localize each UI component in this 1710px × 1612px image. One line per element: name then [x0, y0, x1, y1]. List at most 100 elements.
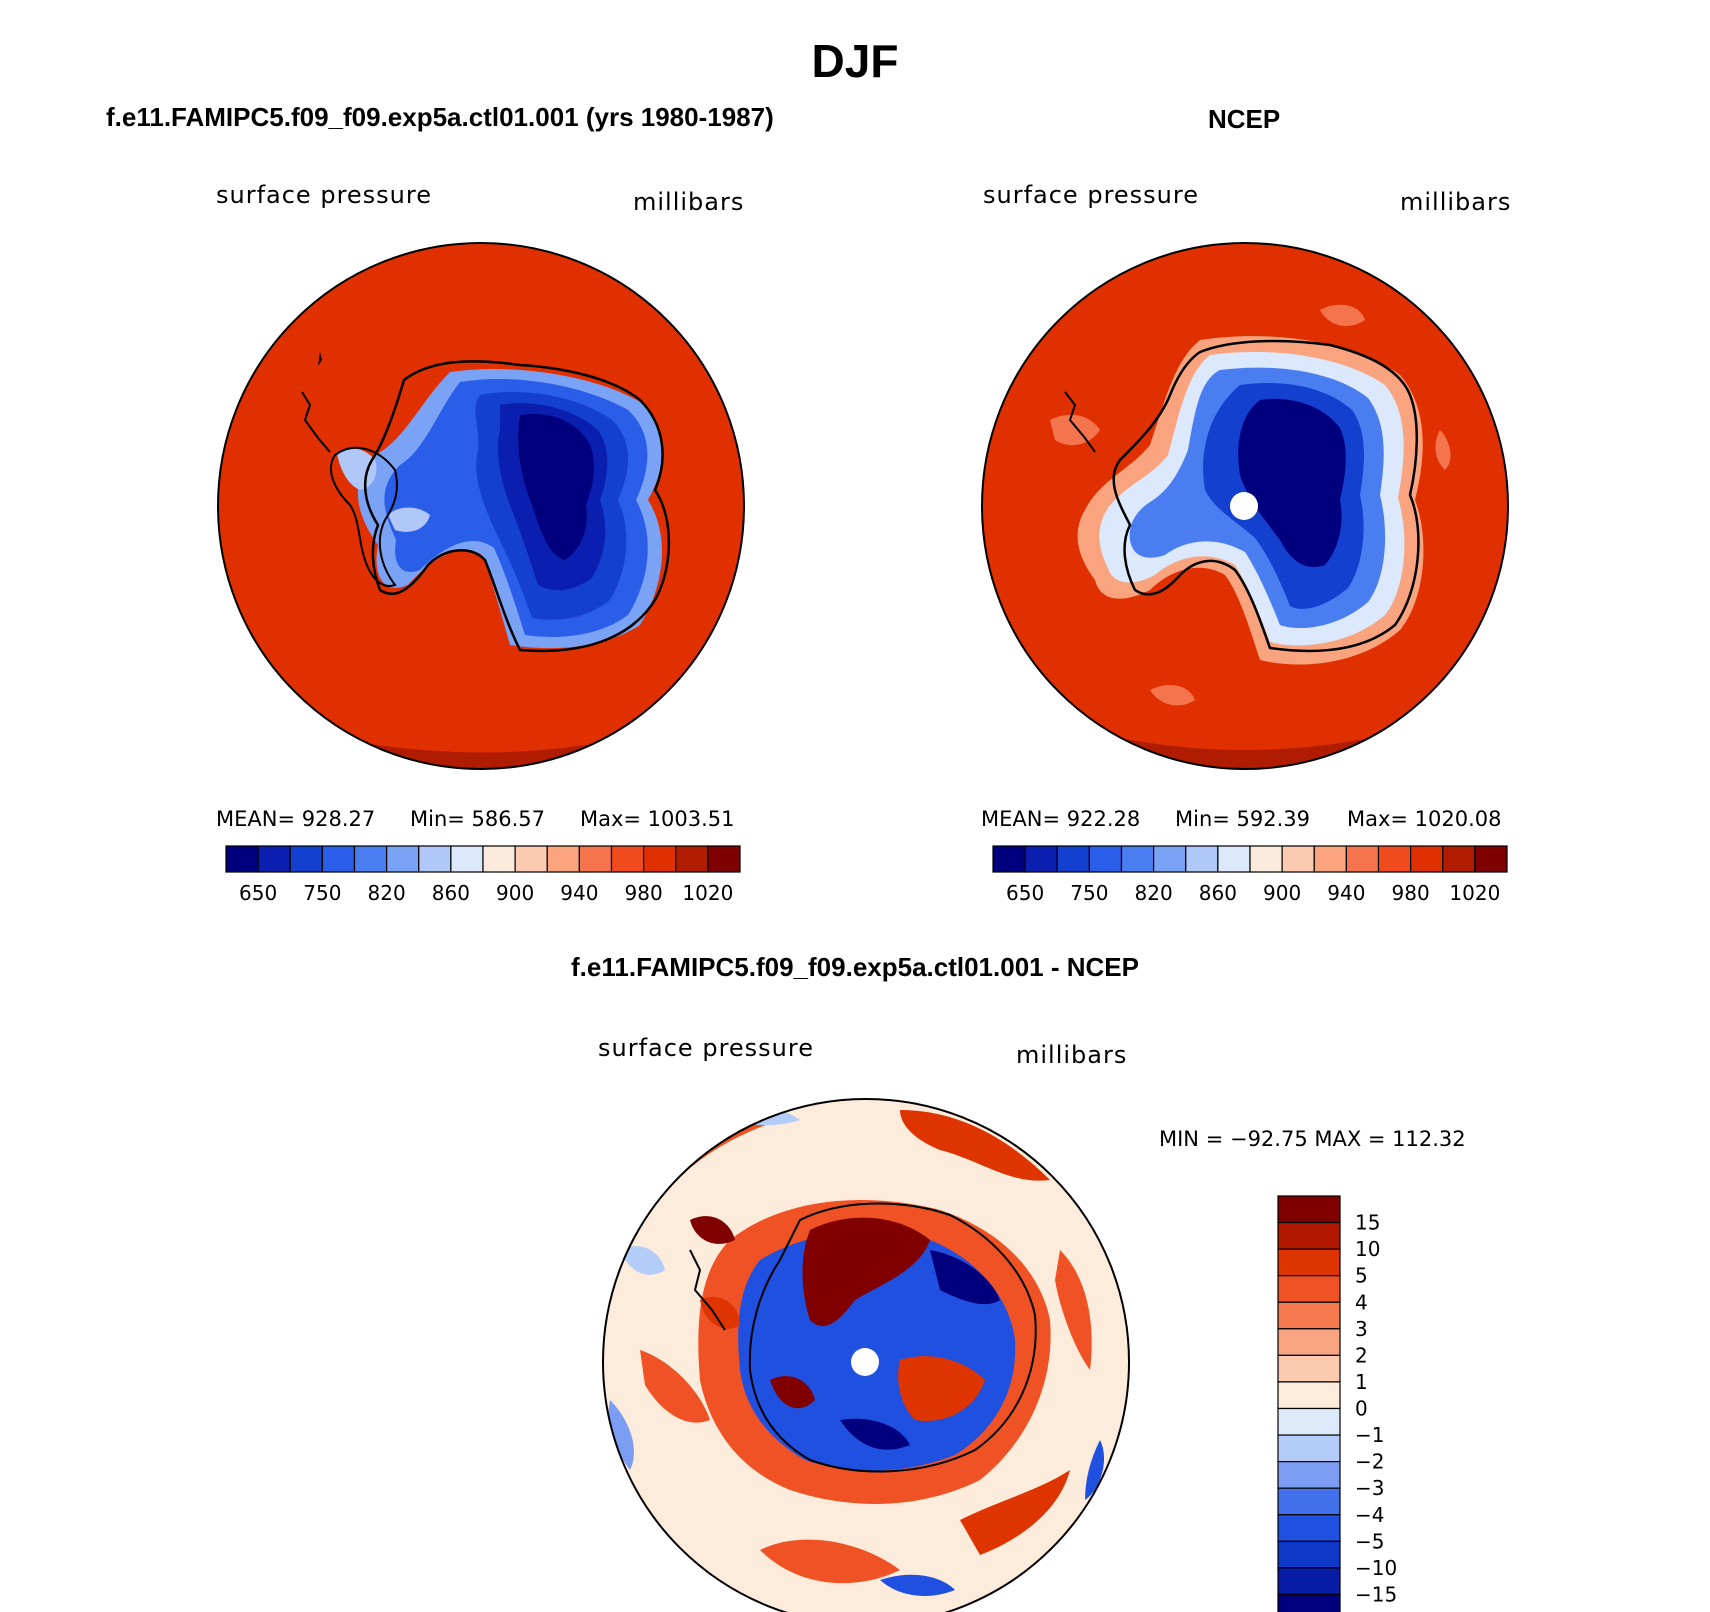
colorbar-ncep-tick-label: 980 — [1392, 881, 1430, 905]
colorbar-model-swatch — [514, 845, 548, 873]
colorbar-ncep-swatch — [1442, 845, 1476, 873]
colorbar-model-swatch — [289, 845, 323, 873]
colorbar-model-tick-label: 980 — [625, 881, 663, 905]
colorbar-difference-tick-label: −3 — [1355, 1476, 1384, 1500]
colorbar-ncep: 650 750 820 860 900 940 980 1020 — [992, 845, 1508, 905]
colorbar-difference-tick-label: −10 — [1355, 1556, 1397, 1580]
colorbar-ncep-swatch — [1281, 845, 1315, 873]
map-border-ncep — [981, 242, 1509, 770]
colorbar-ncep-swatch — [1056, 845, 1090, 873]
max-text-model: Max= 1003.51 — [580, 807, 735, 831]
colorbar-model-tick-label: 1020 — [682, 881, 733, 905]
colorbar-ncep-tick-label: 860 — [1199, 881, 1237, 905]
colorbar-difference-tick-label: 4 — [1355, 1290, 1368, 1314]
colorbar-difference-tick-label: 15 — [1355, 1211, 1380, 1235]
colorbar-ncep-tick-label: 940 — [1327, 881, 1365, 905]
panel-title-difference: f.e11.FAMIPC5.f09_f09.exp5a.ctl01.001 - … — [571, 952, 1139, 982]
colorbar-ncep-tick-label: 900 — [1263, 881, 1301, 905]
colorbar-model-tick-label: 940 — [560, 881, 598, 905]
units-label-model: millibars — [633, 188, 745, 216]
map-border-difference — [602, 1098, 1130, 1612]
colorbar-difference-swatch — [1277, 1195, 1341, 1224]
units-label-ncep: millibars — [1400, 188, 1512, 216]
colorbar-ncep-tick-label: 750 — [1070, 881, 1108, 905]
colorbar-model-swatch — [643, 845, 677, 873]
polar-map-ncep — [982, 243, 1508, 769]
minmax-text-difference: MIN = −92.75 MAX = 112.32 — [1159, 1127, 1466, 1151]
colorbar-difference-swatch — [1277, 1248, 1341, 1277]
colorbar-model-swatch — [546, 845, 580, 873]
colorbar-model-swatch — [578, 845, 613, 873]
panel-title-ncep: NCEP — [1208, 104, 1281, 134]
colorbar-ncep-swatch — [1345, 845, 1380, 873]
colorbar-difference-swatch — [1277, 1301, 1341, 1330]
min-text-model: Min= 586.57 — [410, 807, 546, 831]
colorbar-difference-swatch — [1277, 1593, 1341, 1612]
colorbar-ncep-swatch — [1410, 845, 1444, 873]
colorbar-ncep-swatch — [1120, 845, 1155, 873]
colorbar-model-tick-label: 860 — [432, 881, 470, 905]
colorbar-difference-swatch — [1277, 1514, 1341, 1542]
colorbar-ncep-swatch — [1217, 845, 1251, 873]
colorbar-model-swatch — [225, 845, 259, 873]
colorbar-difference-tick-label: 1 — [1355, 1370, 1368, 1394]
colorbar-difference-tick-label: 0 — [1355, 1397, 1368, 1421]
colorbar-ncep-tick-label: 1020 — [1449, 881, 1500, 905]
colorbar-model-tick-label: 900 — [496, 881, 534, 905]
colorbar-difference-tick-label: −4 — [1355, 1503, 1384, 1527]
colorbar-ncep-swatch — [1185, 845, 1219, 873]
colorbar-difference-swatch — [1277, 1461, 1341, 1489]
colorbar-model-tick-label: 650 — [239, 881, 277, 905]
colorbar-ncep-swatch — [1024, 845, 1058, 873]
variable-label-ncep: surface pressure — [983, 181, 1199, 209]
colorbar-model-swatch — [418, 845, 452, 873]
polar-map-model — [218, 243, 744, 769]
colorbar-ncep-tick-label: 820 — [1135, 881, 1173, 905]
colorbar-difference-tick-label: 3 — [1355, 1317, 1368, 1341]
colorbar-difference-swatch — [1277, 1567, 1341, 1596]
colorbar-model-swatch — [610, 845, 645, 873]
min-text-ncep: Min= 592.39 — [1175, 807, 1311, 831]
colorbar-model-swatch — [386, 845, 420, 873]
colorbar-difference-swatch — [1277, 1275, 1341, 1303]
colorbar-ncep-swatch — [992, 845, 1026, 873]
colorbar-difference-swatch — [1277, 1221, 1341, 1250]
colorbar-difference-swatch — [1277, 1540, 1341, 1569]
colorbar-difference-swatch — [1277, 1381, 1341, 1410]
colorbar-model-tick-label: 750 — [303, 881, 341, 905]
variable-label-difference: surface pressure — [598, 1034, 814, 1062]
colorbar-model-tick-label: 820 — [368, 881, 406, 905]
colorbar-difference-swatch — [1277, 1434, 1341, 1463]
colorbar-difference-swatch — [1277, 1487, 1341, 1516]
colorbar-model: 650 750 820 860 900 940 980 1020 — [225, 845, 741, 905]
max-text-ncep: Max= 1020.08 — [1347, 807, 1502, 831]
colorbar-model-swatch — [450, 845, 484, 873]
colorbar-ncep-swatch — [1153, 845, 1187, 873]
colorbar-difference-swatch — [1277, 1407, 1341, 1436]
colorbar-difference-tick-label: −2 — [1355, 1450, 1384, 1474]
colorbar-difference-tick-label: 10 — [1355, 1237, 1380, 1261]
polar-map-difference — [603, 1099, 1129, 1612]
colorbar-model-swatch — [353, 845, 388, 873]
colorbar-ncep-swatch — [1249, 845, 1283, 873]
main-title: DJF — [811, 35, 899, 87]
panel-title-model: f.e11.FAMIPC5.f09_f09.exp5a.ctl01.001 (y… — [106, 102, 774, 132]
mean-text-ncep: MEAN= 922.28 — [981, 807, 1141, 831]
colorbar-model-swatch — [257, 845, 291, 873]
variable-label-model: surface pressure — [216, 181, 432, 209]
colorbar-model-swatch — [482, 845, 516, 873]
colorbar-model-swatch — [321, 845, 356, 873]
colorbar-difference-tick-label: −15 — [1355, 1582, 1397, 1606]
colorbar-difference-tick-label: −1 — [1355, 1423, 1384, 1447]
map-border-model — [217, 242, 745, 770]
colorbar-ncep-swatch — [1313, 845, 1347, 873]
colorbar-ncep-tick-label: 650 — [1006, 881, 1044, 905]
colorbar-model-swatch — [707, 845, 741, 873]
colorbar-difference-tick-label: 2 — [1355, 1343, 1368, 1367]
colorbar-difference-tick-label: −5 — [1355, 1529, 1384, 1553]
colorbar-model-swatch — [675, 845, 709, 873]
colorbar-ncep-swatch — [1088, 845, 1123, 873]
units-label-difference: millibars — [1016, 1041, 1128, 1069]
